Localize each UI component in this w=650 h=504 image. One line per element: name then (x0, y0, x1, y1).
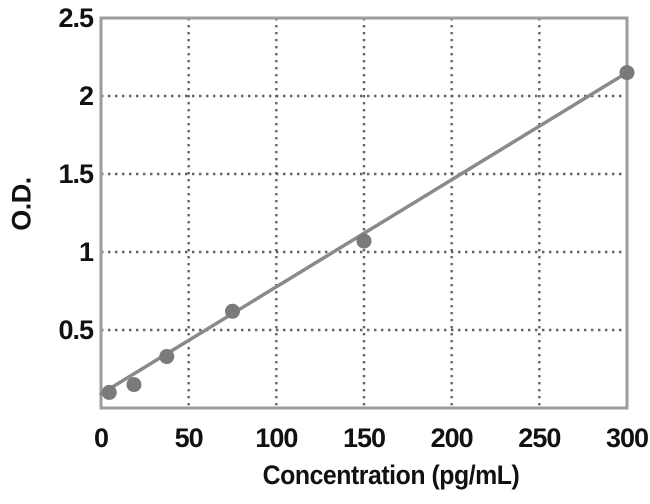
x-axis-title: Concentration (pg/mL) (262, 460, 520, 490)
x-tick-label: 100 (255, 423, 298, 453)
y-tick-label: 2.5 (58, 3, 94, 33)
x-tick-label: 300 (605, 423, 649, 453)
x-tick-label: 50 (174, 423, 204, 453)
y-tick-label: 2 (78, 81, 94, 111)
y-tick-label: 0.5 (58, 315, 94, 345)
data-point-marker (101, 384, 117, 400)
y-tick-label: 1 (78, 237, 94, 267)
x-tick-label: 250 (518, 423, 561, 453)
data-point-marker (159, 349, 175, 365)
data-point-marker (356, 233, 372, 249)
trend-line (99, 70, 629, 396)
y-tick-label: 1.5 (58, 159, 94, 189)
x-tick-label: 200 (430, 423, 474, 453)
x-tick-label: 150 (342, 423, 386, 453)
data-point-marker (126, 377, 142, 393)
data-point-marker (225, 303, 240, 319)
data-point-marker (619, 65, 635, 81)
plot-border (99, 16, 629, 410)
x-tick-label: 0 (93, 423, 109, 453)
